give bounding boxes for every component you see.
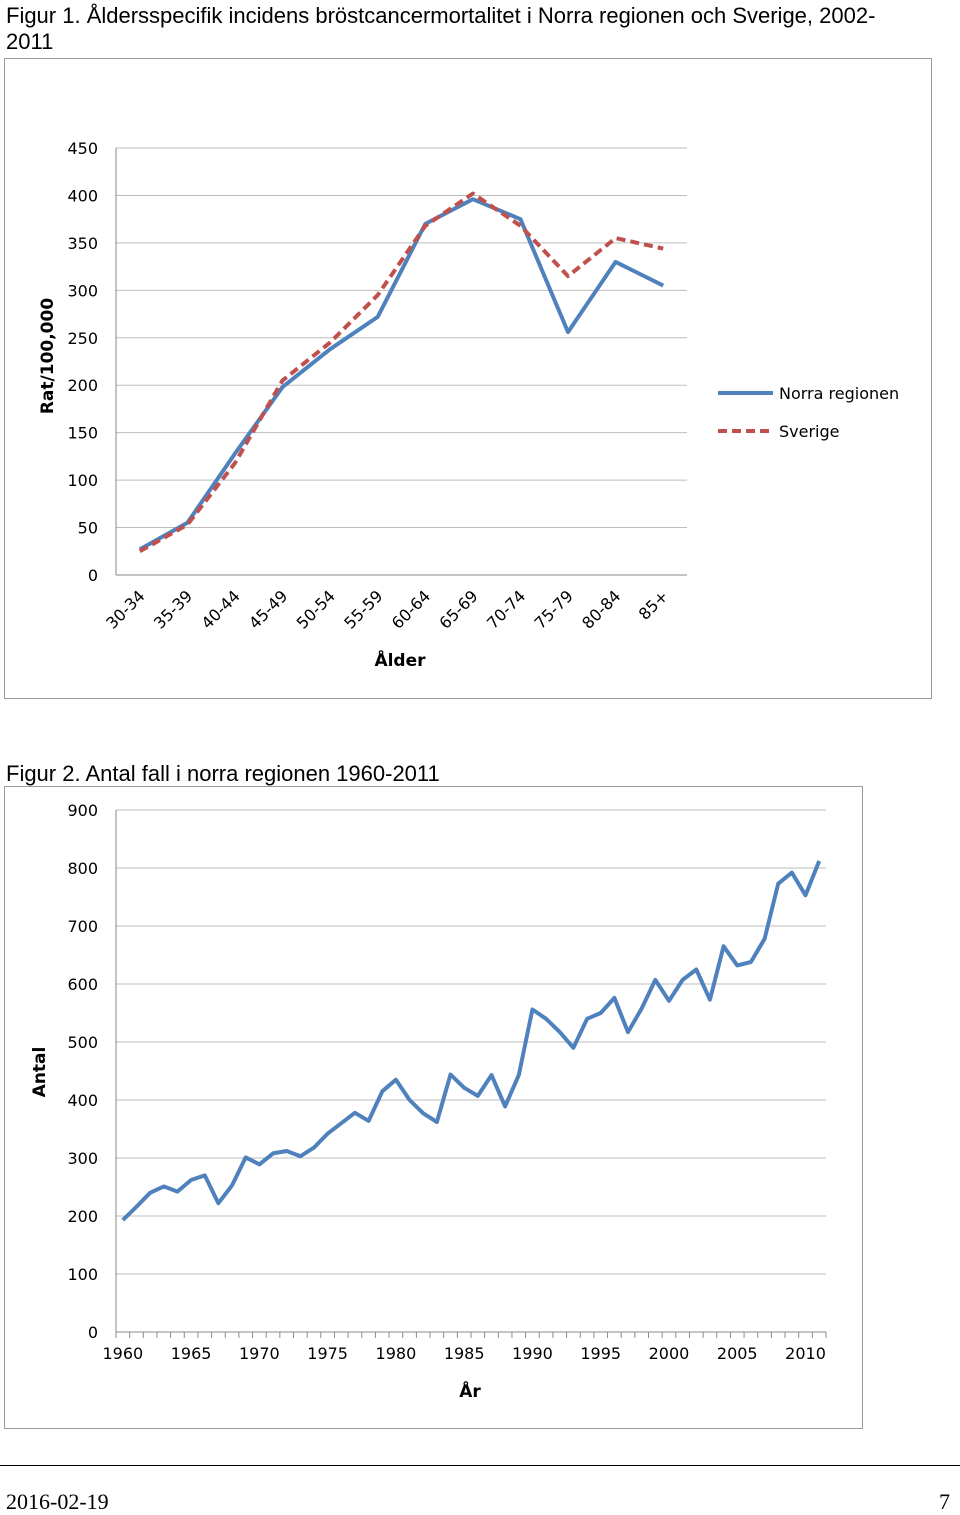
chart1-frame: 0 50 100 150 200 250 300 350 400 450 30-34 35-39 40… — [4, 58, 932, 699]
chart1-x-tick-label: 70-74 — [483, 586, 529, 632]
chart2-y-tick-label: 200 — [67, 1207, 98, 1226]
chart2-x-tick-label: 1980 — [376, 1344, 417, 1363]
chart1-y-tick-label: 50 — [78, 519, 98, 538]
chart2-series-line — [121, 860, 822, 1222]
chart2-svg: 0 100 200 300 400 500 600 700 800 900 1960 1965 197… — [30, 801, 827, 1402]
chart2-y-tick-label: 0 — [88, 1323, 98, 1342]
chart1-x-tick-label: 30-34 — [102, 586, 148, 632]
page-number: 7 — [939, 1489, 950, 1514]
chart1-x-tick-label: 80-84 — [578, 586, 624, 632]
chart1-series-line-sverige — [138, 191, 664, 554]
chart1-y-tick-label: 150 — [67, 424, 98, 443]
chart2-x-tick-label: 2010 — [785, 1344, 826, 1363]
chart1-y-tick-label: 100 — [67, 471, 98, 490]
chart1-x-tick-label: 35-39 — [150, 586, 196, 632]
chart1-y-tick-label: 0 — [88, 566, 98, 585]
chart2-y-axis-title: Antal — [30, 1047, 50, 1098]
chart1-x-tick-label: 85+ — [635, 586, 672, 623]
chart1-y-tick-label: 250 — [67, 329, 98, 348]
chart1-y-tick-label: 350 — [67, 234, 98, 253]
chart2-x-tick-label: 1990 — [512, 1344, 553, 1363]
chart1-x-tick-label: 45-49 — [245, 586, 291, 632]
chart1-legend: Norra regionen Sverige — [718, 384, 899, 441]
chart1-y-axis-title: Rat/100,000 — [38, 298, 58, 414]
chart2-x-tick-label: 1960 — [102, 1344, 143, 1363]
figure2-caption: Figur 2. Antal fall i norra regionen 196… — [6, 761, 440, 786]
chart2-x-tick-label: 1965 — [171, 1344, 212, 1363]
chart2-y-tick-label: 400 — [67, 1091, 98, 1110]
chart2-y-tick-label: 300 — [67, 1149, 98, 1168]
chart1-series — [138, 191, 665, 554]
chart2-x-tick-label: 1985 — [444, 1344, 485, 1363]
chart2-gridlines — [115, 809, 827, 1338]
chart1-x-tick-label: 50-54 — [293, 586, 339, 632]
chart1-svg: 0 50 100 150 200 250 300 350 400 450 30-34 35-39 40… — [38, 139, 899, 671]
chart2-y-tick-label: 100 — [67, 1265, 98, 1284]
chart2-frame: 0 100 200 300 400 500 600 700 800 900 1960 1965 197… — [4, 786, 863, 1429]
chart1-x-tick-label: 65-69 — [435, 586, 481, 632]
chart2-x-tick-label: 1995 — [580, 1344, 621, 1363]
chart1-gridlines — [115, 147, 687, 576]
chart2-x-tick-label: 2005 — [717, 1344, 758, 1363]
chart1-legend-label-norra-regionen: Norra regionen — [779, 384, 899, 403]
chart1-x-tick-label: 40-44 — [197, 586, 243, 632]
chart1-x-tick-label: 75-79 — [531, 586, 577, 632]
chart1-x-tick-label: 55-59 — [340, 586, 386, 632]
chart1-x-tick-label: 60-64 — [388, 586, 434, 632]
chart2-y-ticks: 0 100 200 300 400 500 600 700 800 900 — [67, 801, 98, 1342]
chart1-y-tick-label: 300 — [67, 281, 98, 300]
chart2-series — [121, 860, 822, 1222]
chart2-y-tick-label: 700 — [67, 917, 98, 936]
chart2-y-tick-label: 600 — [67, 975, 98, 994]
chart1-y-tick-label: 400 — [67, 186, 98, 205]
chart2-x-tick-label: 1970 — [239, 1344, 280, 1363]
chart1-y-tick-label: 200 — [67, 376, 98, 395]
chart2-y-tick-label: 800 — [67, 859, 98, 878]
chart1-legend-label-sverige: Sverige — [779, 422, 840, 441]
chart1-series-line-norra-regionen — [138, 197, 665, 552]
chart1-y-tick-label: 450 — [67, 139, 98, 158]
chart2-x-axis-title: År — [459, 1379, 481, 1402]
chart2-y-tick-label: 500 — [67, 1033, 98, 1052]
chart2-y-tick-label: 900 — [67, 801, 98, 820]
chart2-x-tick-label: 1975 — [307, 1344, 348, 1363]
footer-rule — [0, 1465, 960, 1466]
chart1-y-ticks: 0 50 100 150 200 250 300 350 400 450 — [67, 139, 98, 585]
figure1-caption: Figur 1. Åldersspecifik incidens bröstca… — [6, 3, 876, 54]
chart1-x-axis-title: Ålder — [374, 648, 426, 671]
chart1-x-ticks: 30-34 35-39 40-44 45-49 50-54 55-59 60-64 65-69… — [102, 586, 672, 632]
footer-date: 2016-02-19 — [6, 1489, 109, 1514]
chart2-x-tick-label: 2000 — [649, 1344, 690, 1363]
chart2-x-ticks: 1960 1965 1970 1975 1980 1985 1990 1995 2000 2005… — [102, 1344, 825, 1363]
